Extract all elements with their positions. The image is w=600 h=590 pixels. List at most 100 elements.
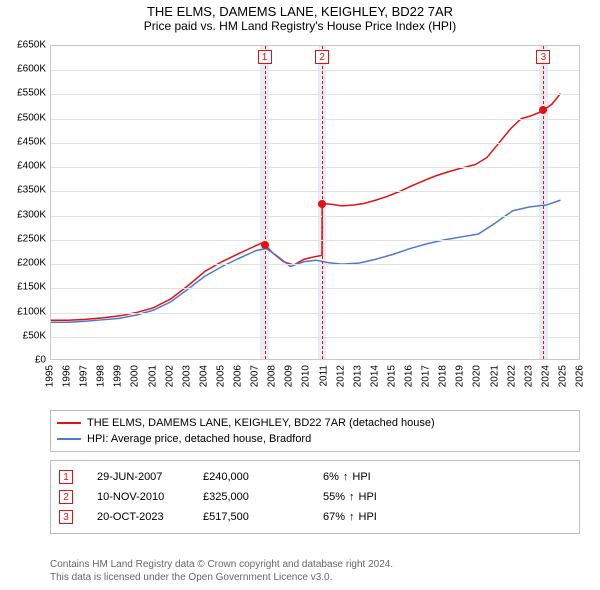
sale-event-row: 210-NOV-2010£325,00055%↑HPI xyxy=(59,487,571,507)
sale-event-price: £517,500 xyxy=(203,511,323,523)
x-axis-tick-label: 2015 xyxy=(386,365,397,387)
x-axis-tick-label: 1997 xyxy=(79,365,90,387)
x-axis-tick-label: 2019 xyxy=(455,365,466,387)
sale-marker-badge: 3 xyxy=(536,50,550,64)
y-axis-tick-label: £450K xyxy=(17,136,46,147)
sale-point-dot xyxy=(261,241,269,249)
legend-swatch xyxy=(57,438,81,440)
x-axis-tick-label: 2017 xyxy=(421,365,432,387)
chart-lines-svg xyxy=(51,46,581,361)
footer-line2: This data is licensed under the Open Gov… xyxy=(50,571,393,584)
footer-line1: Contains HM Land Registry data © Crown c… xyxy=(50,558,393,571)
y-axis-tick-label: £500K xyxy=(17,112,46,123)
sale-event-badge: 2 xyxy=(59,490,73,504)
y-axis-tick-label: £300K xyxy=(17,209,46,220)
x-axis-tick-label: 2021 xyxy=(489,365,500,387)
y-axis-tick-label: £200K xyxy=(17,258,46,269)
x-axis-tick-label: 2011 xyxy=(318,365,329,387)
sale-event-date: 29-JUN-2007 xyxy=(73,471,203,483)
x-axis-tick-label: 2013 xyxy=(352,365,363,387)
sale-marker-line xyxy=(543,46,544,359)
x-axis-tick-label: 2024 xyxy=(540,365,551,387)
sale-marker-line xyxy=(265,46,266,359)
x-axis-tick-label: 2012 xyxy=(335,365,346,387)
arrow-up-icon: ↑ xyxy=(349,511,355,523)
legend-row: THE ELMS, DAMEMS LANE, KEIGHLEY, BD22 7A… xyxy=(57,415,573,431)
legend-swatch xyxy=(57,422,81,424)
y-axis-tick-label: £150K xyxy=(17,282,46,293)
chart-area: 123 £0£50K£100K£150K£200K£250K£300K£350K… xyxy=(50,45,580,360)
series-line-hpi xyxy=(51,200,560,322)
plot-area: 1 2 3 xyxy=(50,45,580,360)
legend-box: THE ELMS, DAMEMS LANE, KEIGHLEY, BD22 7A… xyxy=(50,410,580,452)
sale-event-diff-label: HPI xyxy=(352,471,370,483)
y-axis-tick-label: £350K xyxy=(17,185,46,196)
gridline-horizontal xyxy=(51,70,579,71)
arrow-up-icon: ↑ xyxy=(349,491,355,503)
y-axis-tick-label: £50K xyxy=(23,330,46,341)
x-axis-tick-label: 2020 xyxy=(472,365,483,387)
x-axis-tick-label: 2000 xyxy=(130,365,141,387)
x-axis-tick-label: 2005 xyxy=(215,365,226,387)
gridline-horizontal xyxy=(51,313,579,314)
series-line-subject xyxy=(51,93,560,320)
gridline-horizontal xyxy=(51,119,579,120)
sale-event-badge: 3 xyxy=(59,510,73,524)
x-axis-tick-label: 1998 xyxy=(96,365,107,387)
y-axis-tick-label: £100K xyxy=(17,306,46,317)
gridline-horizontal xyxy=(51,167,579,168)
x-axis-tick-label: 2002 xyxy=(164,365,175,387)
y-axis-tick-label: £650K xyxy=(17,40,46,51)
sale-event-diff-pct: 67% xyxy=(323,511,345,523)
sale-event-diff: 67% ↑ HPI xyxy=(323,511,433,523)
x-axis-tick-label: 2014 xyxy=(369,365,380,387)
sale-event-diff-pct: 55% xyxy=(323,491,345,503)
sale-event-date: 10-NOV-2010 xyxy=(73,491,203,503)
chart-title-block: THE ELMS, DAMEMS LANE, KEIGHLEY, BD22 7A… xyxy=(0,0,600,35)
x-axis-tick-label: 2010 xyxy=(301,365,312,387)
x-axis-tick-label: 2004 xyxy=(198,365,209,387)
x-axis-tick-label: 2016 xyxy=(404,365,415,387)
y-axis-tick-label: £400K xyxy=(17,161,46,172)
sale-event-diff: 6%↑HPI xyxy=(323,471,433,483)
legend-row: HPI: Average price, detached house, Brad… xyxy=(57,431,573,447)
sale-event-diff: 55% ↑ HPI xyxy=(323,491,433,503)
sale-event-price: £240,000 xyxy=(203,471,323,483)
x-axis-tick-label: 2026 xyxy=(575,365,586,387)
chart-title-line2: Price paid vs. HM Land Registry's House … xyxy=(0,19,600,33)
x-axis-tick-label: 2009 xyxy=(284,365,295,387)
gridline-horizontal xyxy=(51,264,579,265)
chart-title-line1: THE ELMS, DAMEMS LANE, KEIGHLEY, BD22 7A… xyxy=(0,4,600,19)
x-axis-tick-label: 2025 xyxy=(557,365,568,387)
sale-marker-badge: 2 xyxy=(315,50,329,64)
gridline-horizontal xyxy=(51,216,579,217)
legend-label: THE ELMS, DAMEMS LANE, KEIGHLEY, BD22 7A… xyxy=(87,417,435,429)
x-axis-tick-label: 1996 xyxy=(62,365,73,387)
gridline-horizontal xyxy=(51,191,579,192)
gridline-horizontal xyxy=(51,240,579,241)
x-axis-tick-label: 2003 xyxy=(181,365,192,387)
x-axis-tick-label: 2001 xyxy=(147,365,158,387)
x-axis-tick-label: 2007 xyxy=(250,365,261,387)
sale-event-diff-label: HPI xyxy=(359,511,377,523)
gridline-horizontal xyxy=(51,94,579,95)
x-axis-tick-label: 2023 xyxy=(523,365,534,387)
sales-events-box: 129-JUN-2007£240,0006%↑HPI210-NOV-2010£3… xyxy=(50,460,580,534)
x-axis-tick-label: 1999 xyxy=(113,365,124,387)
x-axis-tick-label: 2008 xyxy=(267,365,278,387)
sale-event-diff-label: HPI xyxy=(359,491,377,503)
sale-event-row: 320-OCT-2023£517,50067% ↑ HPI xyxy=(59,507,571,527)
sale-marker-badge: 1 xyxy=(258,50,272,64)
x-axis-tick-label: 1995 xyxy=(45,365,56,387)
sale-point-dot xyxy=(318,200,326,208)
legend-label: HPI: Average price, detached house, Brad… xyxy=(87,433,311,445)
y-axis-tick-label: £600K xyxy=(17,64,46,75)
gridline-horizontal xyxy=(51,143,579,144)
gridline-horizontal xyxy=(51,337,579,338)
y-axis-tick-label: £0 xyxy=(35,355,46,366)
sale-event-date: 20-OCT-2023 xyxy=(73,511,203,523)
sale-event-diff-pct: 6% xyxy=(323,471,339,483)
footer-attribution: Contains HM Land Registry data © Crown c… xyxy=(50,558,393,584)
x-axis-tick-label: 2018 xyxy=(438,365,449,387)
x-axis-tick-label: 2022 xyxy=(506,365,517,387)
